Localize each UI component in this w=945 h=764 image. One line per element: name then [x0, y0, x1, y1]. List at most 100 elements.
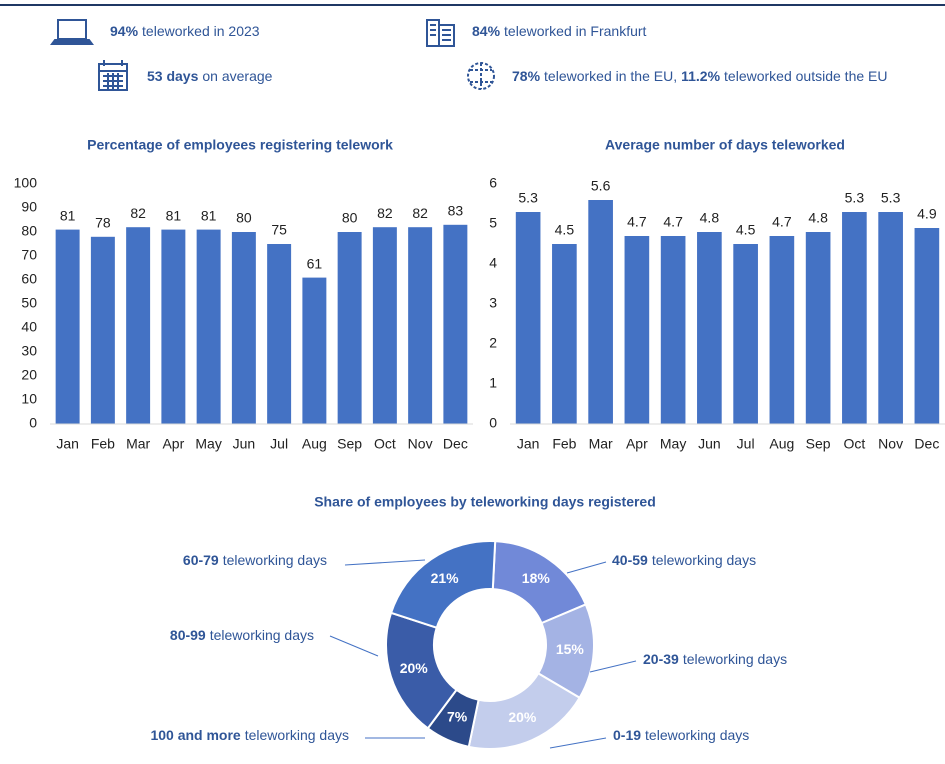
bar	[443, 224, 468, 424]
x-tick-label: Oct	[374, 436, 396, 452]
bar	[805, 232, 831, 424]
y-tick-label: 6	[489, 175, 497, 191]
stat-part: 11.2%	[681, 68, 720, 84]
bar	[697, 232, 722, 424]
bar	[408, 227, 433, 424]
y-tick-label: 100	[14, 175, 38, 191]
bar	[55, 229, 80, 424]
globe-icon	[467, 62, 495, 90]
bar	[196, 229, 221, 424]
stat-part: on average	[202, 68, 272, 84]
category-label: 80-99 teleworking days	[170, 627, 314, 643]
x-tick-label: Jun	[233, 436, 256, 452]
x-tick-label: Jun	[698, 436, 721, 452]
data-label: 4.5	[736, 222, 756, 238]
x-tick-label: Apr	[162, 436, 184, 452]
bar	[660, 236, 686, 424]
category-range: 40-59	[612, 552, 648, 568]
data-label: 81	[60, 207, 76, 223]
data-label: 81	[166, 207, 182, 223]
x-tick-label: Nov	[408, 436, 433, 452]
y-tick-label: 90	[21, 199, 37, 215]
data-label: 4.9	[917, 206, 937, 222]
x-tick-label: Dec	[914, 436, 939, 452]
chart-title: Percentage of employees registering tele…	[87, 137, 393, 153]
data-label: 82	[377, 205, 393, 221]
x-tick-label: Feb	[552, 436, 576, 452]
y-tick-label: 20	[21, 367, 37, 383]
data-label: 4.7	[772, 214, 792, 230]
x-tick-label: Nov	[878, 436, 903, 452]
data-label: 5.3	[881, 190, 901, 206]
y-tick-label: 70	[21, 247, 37, 263]
x-tick-label: Mar	[589, 436, 613, 452]
x-tick-label: Apr	[626, 436, 648, 452]
y-tick-label: 80	[21, 223, 37, 239]
stat-part: teleworked outside the EU	[724, 68, 887, 84]
bar	[90, 236, 115, 424]
data-label: 80	[342, 210, 358, 226]
bar	[624, 236, 650, 424]
category-range: 0-19	[613, 727, 641, 743]
chart-title: Average number of days teleworked	[605, 137, 845, 153]
data-label: 4.5	[555, 222, 575, 238]
bar	[842, 212, 867, 424]
stat-part: 84%	[472, 23, 501, 39]
y-tick-label: 60	[21, 271, 37, 287]
data-label: 81	[201, 207, 217, 223]
bar	[126, 227, 151, 424]
slice-label: 18%	[522, 570, 551, 586]
donut-slice	[389, 540, 497, 629]
slice-label: 7%	[447, 709, 468, 725]
category-suffix: teleworking days	[652, 552, 756, 568]
category-suffix: teleworking days	[223, 552, 327, 568]
x-tick-label: Aug	[302, 436, 327, 452]
y-tick-label: 1	[489, 375, 497, 391]
data-label: 75	[271, 222, 287, 238]
bar	[914, 228, 940, 424]
data-label: 4.7	[627, 214, 647, 230]
data-label: 4.8	[808, 210, 828, 226]
y-tick-label: 4	[489, 255, 497, 271]
category-label: 40-59 teleworking days	[612, 552, 756, 568]
category-range: 20-39	[643, 651, 679, 667]
leader-line	[329, 635, 379, 657]
leader-line	[566, 561, 607, 574]
x-tick-label: Dec	[443, 436, 468, 452]
stat-part: teleworked in 2023	[142, 23, 260, 39]
stat-part: 78%	[512, 68, 541, 84]
stat-text: 94% teleworked in 2023	[110, 23, 260, 39]
y-tick-label: 10	[21, 391, 37, 407]
x-tick-label: Sep	[337, 436, 362, 452]
leader-line	[344, 559, 426, 566]
x-tick-label: Feb	[91, 436, 115, 452]
chart-title: Share of employees by teleworking days r…	[314, 494, 656, 510]
slice-label: 15%	[556, 641, 585, 657]
data-label: 78	[95, 215, 111, 231]
calendar-icon	[98, 60, 128, 91]
y-tick-label: 3	[489, 295, 497, 311]
x-tick-label: Aug	[769, 436, 794, 452]
data-label: 82	[130, 205, 146, 221]
x-tick-label: Jul	[737, 436, 755, 452]
y-tick-label: 0	[29, 415, 37, 431]
category-suffix: teleworking days	[210, 627, 314, 643]
bar	[733, 244, 758, 424]
category-range: 100 and more	[150, 727, 240, 743]
x-tick-label: Jul	[270, 436, 288, 452]
stat-text: 84% teleworked in Frankfurt	[472, 23, 647, 39]
y-tick-label: 0	[489, 415, 497, 431]
y-tick-label: 2	[489, 335, 497, 351]
stat-text: 78% teleworked in the EU, 11.2% teleworked …	[512, 68, 887, 84]
bar	[231, 232, 256, 424]
y-tick-label: 40	[21, 319, 37, 335]
data-label: 5.3	[845, 190, 865, 206]
stat-part: 53 days	[147, 68, 199, 84]
stat-text: 53 days on average	[147, 68, 273, 84]
data-label: 4.8	[700, 210, 720, 226]
building-icon	[426, 19, 455, 47]
laptop-icon	[50, 19, 94, 45]
data-label: 80	[236, 210, 252, 226]
bar	[372, 227, 397, 424]
